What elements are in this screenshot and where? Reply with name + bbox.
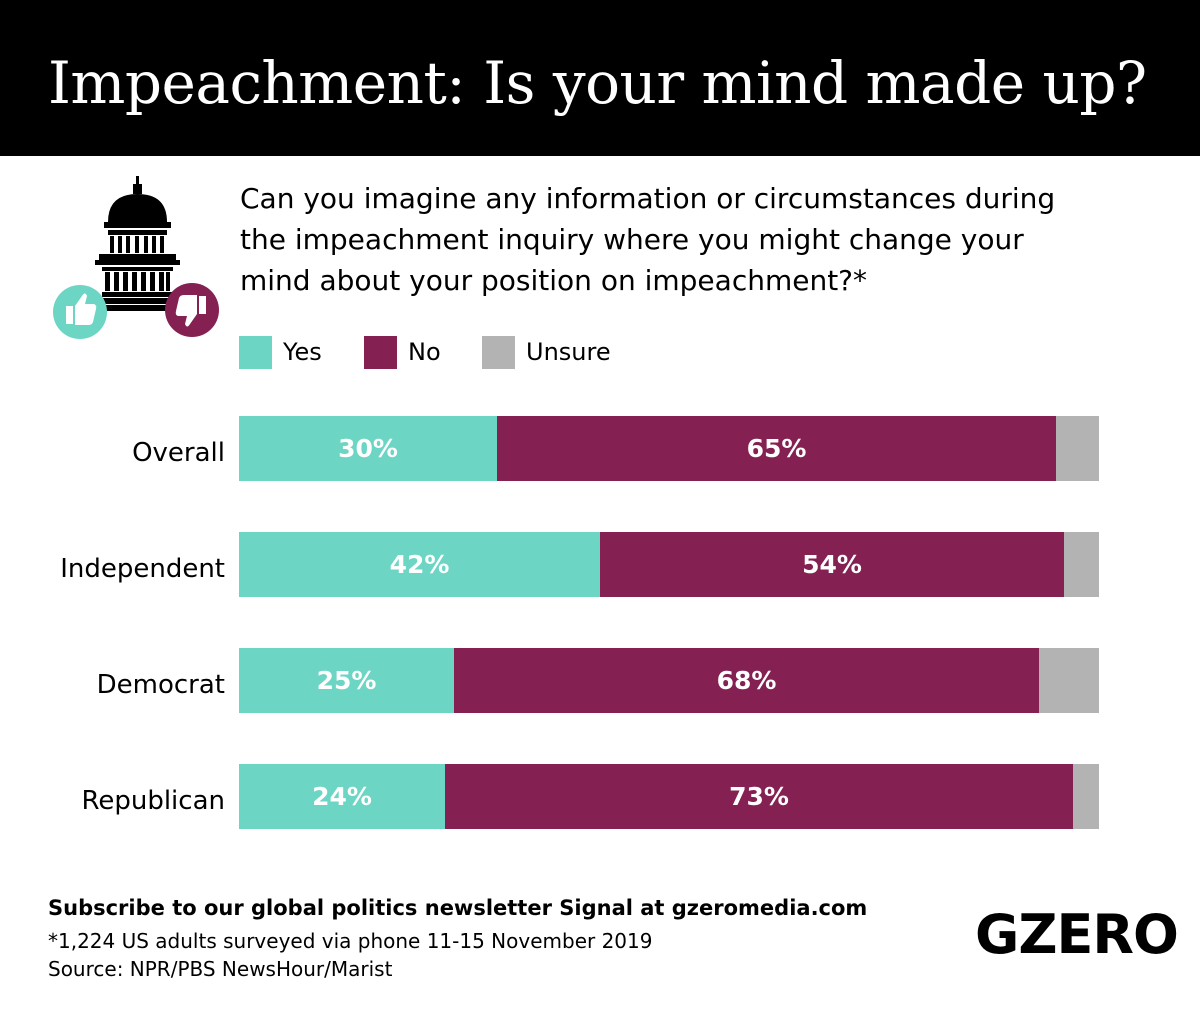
legend-label-yes: Yes [283,338,322,366]
bar-segment-yes-independent [239,532,600,597]
header-band: Impeachment: Is your mind made up? [0,0,1200,156]
capitol-thumbs-icon [53,176,219,339]
question-line: the impeachment inquiry where you might … [240,223,1024,256]
bar-segment-yes-democrat [239,648,454,713]
chart-title: Impeachment: Is your mind made up? [48,49,1147,117]
data-label-no-independent: 54% [802,550,862,579]
data-label-no-republican: 73% [729,782,789,811]
legend-label-unsure: Unsure [526,338,611,366]
question-line: mind about your position on impeachment?… [240,264,868,297]
bar-segment-unsure-overall [1056,416,1099,481]
data-label-yes-overall: 30% [338,434,398,463]
bar-segment-unsure-independent [1064,532,1099,597]
bar-segment-unsure-democrat [1039,648,1099,713]
category-label-democrat: Democrat [96,670,225,700]
legend-swatch-no [364,336,397,369]
bar-segment-yes-republican [239,764,445,829]
data-label-yes-independent: 42% [389,550,450,579]
survey-note: *1,224 US adults surveyed via phone 11-1… [48,929,653,953]
legend-label-no: No [408,338,441,366]
data-label-yes-democrat: 25% [316,666,377,695]
bar-segment-unsure-republican [1073,764,1099,829]
bar-segment-no-republican [445,764,1073,829]
data-label-yes-republican: 24% [312,782,372,811]
bar-segment-no-independent [600,532,1064,597]
subscribe-text: Subscribe to our global politics newslet… [48,896,868,920]
data-label-no-overall: 65% [746,434,807,463]
category-label-overall: Overall [132,438,225,468]
category-label-republican: Republican [81,786,225,816]
legend-swatch-yes [239,336,272,369]
bar-segment-no-overall [497,416,1056,481]
bar-segment-yes-overall [239,416,497,481]
bar-segment-no-democrat [454,648,1039,713]
legend-swatch-unsure [482,336,515,369]
category-label-independent: Independent [60,554,225,584]
question-line: Can you imagine any information or circu… [240,182,1056,215]
question-text: Can you imagine any information or circu… [240,178,1140,301]
data-label-no-democrat: 68% [716,666,777,695]
source-text: Source: NPR/PBS NewsHour/Marist [48,957,393,981]
gzero-logo: GZERO [975,903,1179,966]
